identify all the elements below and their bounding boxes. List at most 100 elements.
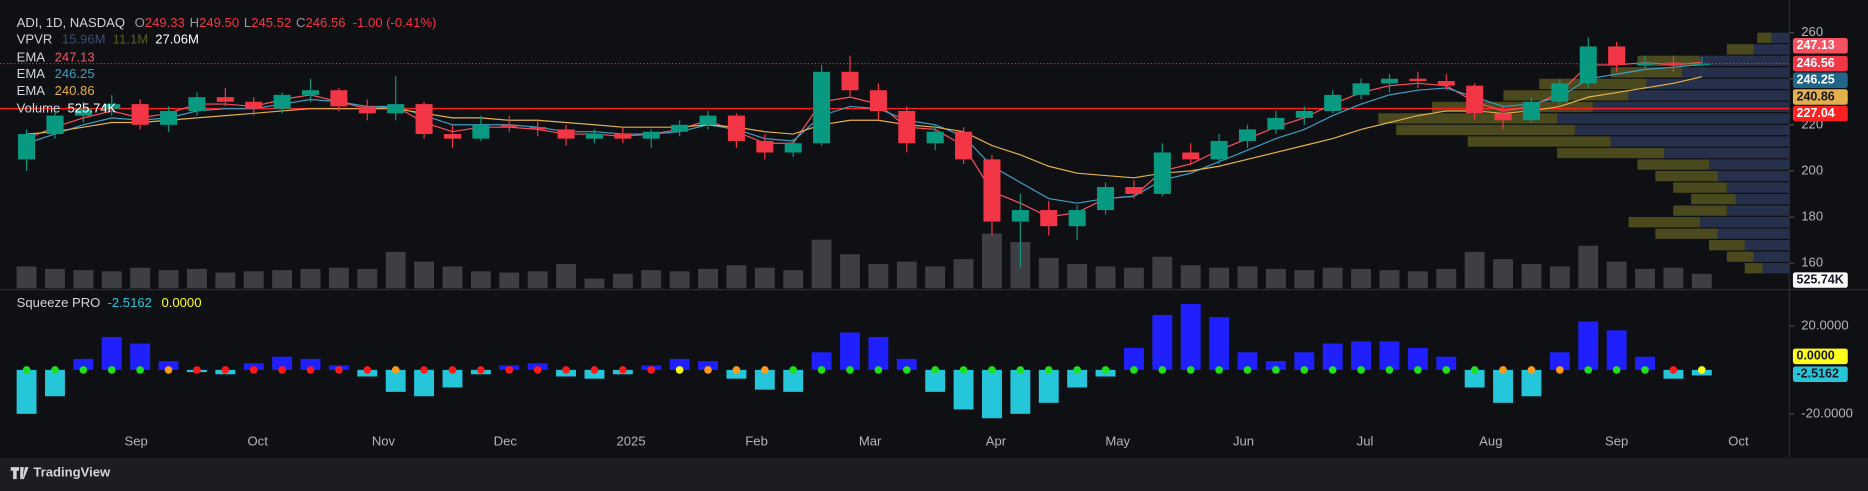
profile-up-bar <box>1664 147 1790 159</box>
squeeze-dot <box>221 366 230 374</box>
squeeze-dot <box>1669 366 1678 374</box>
legend-name: EMA <box>17 83 46 98</box>
ema-line <box>26 61 1702 218</box>
squeeze-dot <box>448 366 457 374</box>
ema-badge-bg <box>1792 89 1848 105</box>
squeeze-bar <box>1209 317 1230 370</box>
volume-bar <box>1691 273 1712 289</box>
volume-bar <box>1038 257 1059 289</box>
volume-bar <box>840 254 860 289</box>
price-badge-bg <box>1792 55 1848 72</box>
profile-down-bar <box>1726 251 1754 262</box>
candle-body <box>1380 78 1398 84</box>
x-tick-label: Mar <box>859 434 882 449</box>
ema-badge-bg <box>1792 72 1848 89</box>
legend-row: VPVR 15.96M 11.1M 27.06M <box>17 32 199 47</box>
squeeze-dot <box>1300 366 1309 374</box>
ema-badge-bg <box>1792 37 1848 54</box>
volume-bar <box>1180 265 1201 289</box>
candle-body <box>614 134 632 139</box>
squeeze-dot <box>1158 366 1167 374</box>
candle-body <box>955 131 973 160</box>
candle-body <box>813 71 831 144</box>
squeeze-bar <box>953 369 974 410</box>
volume-bar <box>1294 270 1315 289</box>
squeeze-bar <box>1549 352 1570 370</box>
volume-bar <box>1351 268 1372 289</box>
squeeze-bar <box>1010 369 1031 414</box>
squeeze-bar <box>840 332 860 370</box>
candle-body <box>387 104 405 114</box>
volume-bar <box>1635 268 1655 289</box>
ema-line <box>26 63 1702 204</box>
squeeze-bar <box>130 343 151 370</box>
volume-bar <box>1578 245 1599 289</box>
squeeze-bar <box>669 358 690 370</box>
squeeze-dot <box>193 366 201 374</box>
volume-bar <box>953 259 974 289</box>
x-tick-label: Nov <box>372 434 396 449</box>
squeeze-badge-bg <box>1792 366 1848 382</box>
profile-up-bar <box>1700 216 1790 228</box>
ohlc-change: -1.00 (-0.41%) <box>353 15 437 30</box>
line-badge: 227.04 <box>1797 106 1835 120</box>
squeeze-bar <box>1436 356 1457 370</box>
footer-bar <box>0 457 1868 491</box>
ohlc-value: 246.56 <box>305 15 345 30</box>
profile-down-bar <box>1610 67 1683 78</box>
squeeze-dot <box>1016 366 1025 374</box>
ohlc-key: L <box>244 15 251 30</box>
squeeze-bar <box>1464 369 1485 388</box>
legend-row: EMA 247.13 <box>17 50 95 65</box>
candle-body <box>1352 83 1370 95</box>
squeeze-bar <box>1493 369 1513 403</box>
squeeze-bar <box>442 369 463 388</box>
squeeze-bar <box>1237 352 1258 370</box>
candle-body <box>1579 46 1597 84</box>
squeeze-dot <box>1556 366 1564 374</box>
squeeze-dot <box>1612 366 1621 374</box>
legend-row: EMA 246.25 <box>17 67 95 82</box>
candle-body <box>1494 113 1512 121</box>
squeeze-bar <box>726 369 747 379</box>
squeeze-dot <box>1414 366 1422 374</box>
squeeze-bar <box>1294 352 1315 370</box>
volume-bar <box>300 268 321 289</box>
squeeze-dot <box>1130 366 1138 374</box>
squeeze-dot <box>533 366 542 374</box>
squeeze-dot <box>51 366 59 374</box>
squeeze-dot <box>363 366 372 374</box>
profile-up-bar <box>1753 44 1790 55</box>
squeeze-dot <box>1357 366 1365 374</box>
volume-bar <box>1322 267 1343 289</box>
legend-row: Squeeze PRO -2.5162 0.0000 <box>17 295 202 310</box>
candle-body <box>1522 101 1540 121</box>
profile-down-bar <box>1757 32 1772 43</box>
volume-bar <box>1407 271 1428 289</box>
volume-bar <box>726 265 747 289</box>
price-pane <box>0 32 1790 289</box>
candle-body <box>1608 46 1626 65</box>
profile-up-bar <box>1726 205 1790 216</box>
squeeze-dot <box>1073 366 1081 374</box>
profile-up-bar <box>1610 136 1790 147</box>
squeeze-dot <box>136 366 144 374</box>
line-badge-bg <box>1792 105 1848 122</box>
volume-bar <box>357 268 378 289</box>
squeeze-dot <box>22 366 31 374</box>
profile-down-bar <box>1378 113 1558 124</box>
volume-bar <box>1237 266 1258 289</box>
legend-value: 240.86 <box>55 83 95 98</box>
candle-body <box>330 90 348 107</box>
candle-body <box>1040 210 1058 227</box>
squeeze-bar <box>73 358 94 370</box>
legend-value: 11.1M <box>113 32 148 47</box>
squeeze-dot <box>760 366 769 374</box>
candle-body <box>1409 78 1427 82</box>
squeeze-dot <box>505 366 514 374</box>
squeeze-bar <box>698 361 718 370</box>
profile-up-bar <box>1592 101 1790 113</box>
squeeze-bar <box>272 356 293 370</box>
legend-name: EMA <box>17 67 46 82</box>
